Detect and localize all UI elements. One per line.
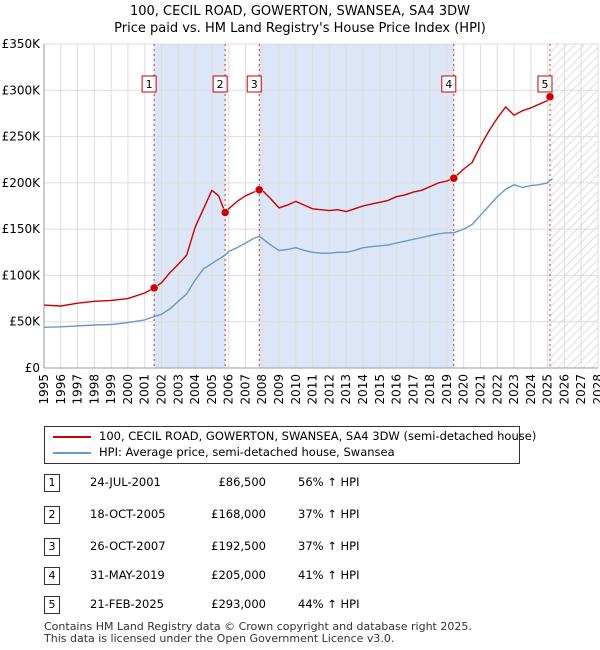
sale-date: 18-OCT-2005 — [90, 507, 166, 521]
y-tick-label: £150K — [2, 222, 42, 236]
x-tick-label: 2025 — [541, 374, 555, 405]
x-tick-label: 2010 — [289, 374, 303, 405]
sale-marker-label: 4 — [445, 78, 452, 91]
x-tick-label: 2003 — [171, 374, 185, 405]
y-tick-label: £200K — [2, 176, 42, 190]
sale-hpi-change: 37% ↑ HPI — [298, 539, 360, 553]
sale-row: 3 26-OCT-2007 £192,500 37% ↑ HPI — [0, 537, 600, 557]
sale-row: 1 24-JUL-2001 £86,500 56% ↑ HPI — [0, 473, 600, 493]
chart-title-line-2: Price paid vs. HM Land Registry's House … — [114, 21, 486, 36]
x-tick-label: 1996 — [54, 374, 68, 405]
sale-date: 21-FEB-2025 — [90, 597, 164, 611]
sale-marker — [449, 173, 459, 183]
sale-number-badge: 5 — [44, 596, 60, 614]
ownership-shade — [154, 44, 226, 368]
y-tick-label: £100K — [2, 268, 42, 282]
sale-price: £192,500 — [211, 539, 266, 553]
sale-number-badge: 3 — [44, 538, 60, 556]
x-tick-label: 2021 — [473, 374, 487, 405]
sale-date: 31-MAY-2019 — [90, 568, 165, 582]
sale-price: £293,000 — [211, 597, 266, 611]
sale-row: 2 18-OCT-2005 £168,000 37% ↑ HPI — [0, 505, 600, 525]
sale-price: £168,000 — [211, 507, 266, 521]
sale-marker-box — [246, 75, 262, 93]
sale-marker-box — [212, 75, 228, 93]
sale-hpi-change: 41% ↑ HPI — [298, 568, 360, 582]
y-tick-label: £300K — [2, 83, 42, 97]
x-tick-label: 2009 — [272, 374, 286, 405]
x-tick-label: 1995 — [37, 374, 51, 405]
y-tick-label: £250K — [2, 130, 42, 144]
legend-label-hpi: HPI: Average price, semi-detached house,… — [99, 445, 395, 459]
sale-date: 26-OCT-2007 — [90, 539, 166, 553]
y-tick-label: £350K — [2, 37, 42, 51]
sale-row: 5 21-FEB-2025 £293,000 44% ↑ HPI — [0, 595, 600, 615]
x-tick-label: 2022 — [490, 374, 504, 405]
x-tick-label: 1998 — [87, 374, 101, 405]
x-tick-label: 2027 — [574, 374, 588, 405]
sale-row: 4 31-MAY-2019 £205,000 41% ↑ HPI — [0, 566, 600, 586]
sale-hpi-change: 37% ↑ HPI — [298, 507, 360, 521]
x-tick-label: 2028 — [591, 374, 600, 405]
sale-marker — [220, 208, 230, 217]
sale-price: £205,000 — [211, 568, 266, 582]
y-tick-label: £50K — [9, 315, 41, 329]
x-tick-label: 2018 — [423, 374, 437, 405]
x-tick-label: 2008 — [255, 374, 269, 405]
sale-marker — [545, 92, 555, 102]
sale-marker-box — [537, 75, 553, 93]
chart-title-line-1: 100, CECIL ROAD, GOWERTON, SWANSEA, SA4 … — [129, 4, 471, 19]
x-tick-label: 2000 — [121, 374, 135, 405]
x-tick-label: 2006 — [222, 374, 236, 405]
sale-marker-label: 2 — [217, 78, 224, 91]
property-price-line — [44, 93, 554, 307]
x-tick-label: 2007 — [238, 374, 252, 405]
price-chart: £0 £50K £100K £150K £200K £250K £300K £350K 1995… — [2, 37, 600, 405]
sale-hpi-change: 56% ↑ HPI — [298, 475, 360, 489]
legend-label-property: 100, CECIL ROAD, GOWERTON, SWANSEA, SA4 … — [99, 429, 537, 443]
sale-number-badge: 1 — [44, 474, 60, 492]
sale-marker-box — [441, 75, 457, 93]
y-tick-label: £0 — [25, 361, 40, 375]
ownership-shade — [259, 44, 454, 368]
sale-marker — [254, 185, 264, 195]
x-tick-label: 1997 — [71, 374, 85, 405]
x-tick-label: 2026 — [557, 374, 571, 405]
x-tick-label: 2019 — [440, 374, 454, 405]
legend-swatch-property — [53, 436, 91, 438]
sale-number-badge: 2 — [44, 506, 60, 524]
sale-marker — [149, 283, 159, 293]
sale-marker-label: 5 — [541, 78, 548, 91]
x-tick-label: 2012 — [322, 374, 336, 405]
legend: 100, CECIL ROAD, GOWERTON, SWANSEA, SA4 … — [44, 426, 536, 464]
x-tick-label: 2014 — [356, 374, 370, 405]
sale-date: 24-JUL-2001 — [90, 475, 161, 489]
footer-copyright: Contains HM Land Registry data © Crown c… — [44, 620, 472, 633]
sale-price: £86,500 — [218, 475, 266, 489]
sale-hpi-change: 44% ↑ HPI — [298, 597, 360, 611]
x-tick-label: 2002 — [155, 374, 169, 405]
x-tick-label: 2024 — [524, 374, 538, 405]
footer-licence: This data is licensed under the Open Gov… — [44, 632, 395, 645]
hpi-line — [44, 178, 553, 328]
x-tick-label: 2015 — [373, 374, 387, 405]
x-tick-label: 2016 — [390, 374, 404, 405]
sale-marker-label: 1 — [146, 78, 153, 91]
sale-marker-label: 3 — [251, 78, 258, 91]
x-tick-label: 2005 — [205, 374, 219, 405]
x-tick-label: 2020 — [457, 374, 471, 405]
x-tick-label: 2001 — [138, 374, 152, 405]
sale-number-badge: 4 — [44, 567, 60, 585]
x-tick-label: 2023 — [507, 374, 521, 405]
future-hatch — [549, 44, 598, 368]
x-tick-label: 2013 — [339, 374, 353, 405]
x-tick-label: 2011 — [306, 374, 320, 405]
x-tick-label: 2004 — [188, 374, 202, 405]
legend-swatch-hpi — [53, 452, 91, 454]
x-tick-label: 1999 — [104, 374, 118, 405]
x-tick-label: 2017 — [406, 374, 420, 405]
sale-marker-box — [141, 75, 157, 93]
